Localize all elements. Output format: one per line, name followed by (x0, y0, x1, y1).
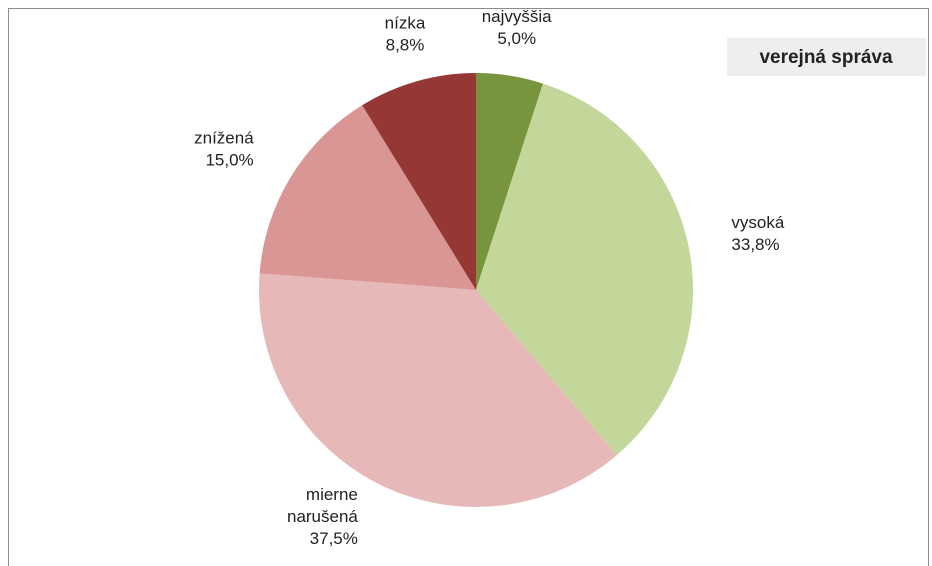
pie-slice (476, 83, 694, 456)
category-label: vysoká (731, 213, 784, 232)
category-label: znížená (194, 128, 254, 147)
category-label: nízka (385, 13, 426, 32)
value-label: 33,8% (731, 235, 779, 254)
value-label: 5,0% (497, 29, 536, 48)
pie-slice (259, 273, 617, 507)
value-label: 8,8% (386, 35, 425, 54)
title-box (727, 38, 926, 76)
category-label: najvyššia (482, 7, 552, 26)
pie-slice (362, 73, 476, 290)
value-label: 37,5% (310, 529, 358, 548)
category-label: mierne narušená (287, 485, 358, 526)
chart-title: verejná správa (759, 47, 893, 68)
pie-slice (476, 73, 543, 290)
pie-slice (259, 105, 476, 291)
value-label: 15,0% (205, 150, 253, 169)
